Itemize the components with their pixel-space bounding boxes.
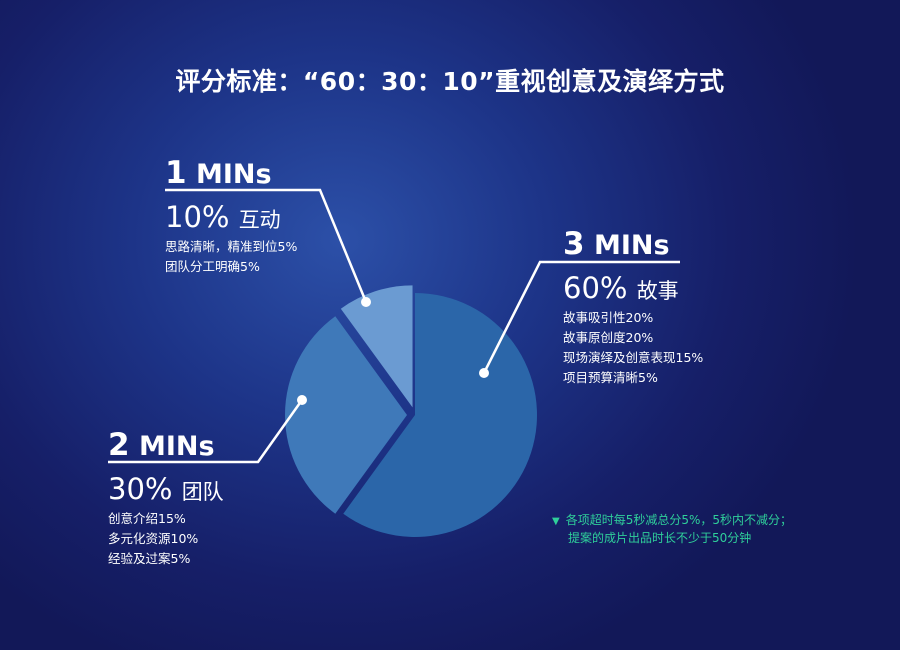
percent: 60% [563, 271, 628, 305]
label-2min: 2 MINs 30% 团队 创意介绍15% 多元化资源10% 经验及过案5% [108, 430, 224, 569]
pie-slice-团队 [285, 316, 407, 514]
category: 团队 [181, 480, 224, 504]
slide-title: 评分标准：“60：30：10”重视创意及演绎方式 [175, 67, 725, 96]
percent: 10% [165, 200, 230, 234]
leader-line-1min [165, 188, 368, 303]
minutes-number: 3 [563, 226, 585, 262]
leader-dot-3min [479, 368, 489, 378]
leader-dot-2min [297, 395, 307, 405]
leader-line-3min [482, 260, 680, 374]
note-line: 提案的成片出品时长不少于50分钟 [568, 531, 752, 545]
criteria-item: 现场演绎及创意表现15% [563, 350, 704, 365]
minutes-unit: MINs [593, 230, 670, 261]
category: 故事 [636, 279, 679, 303]
criteria-item: 项目预算清晰5% [563, 370, 658, 385]
triangle-down-icon: ▼ [552, 516, 560, 527]
pie-slice-互动 [340, 285, 413, 408]
minutes-number: 2 [108, 427, 130, 463]
leader-dot-1min [361, 297, 371, 307]
minutes-unit: MINs [195, 159, 272, 190]
pie-slice-故事 [343, 293, 538, 537]
criteria-item: 思路清晰，精准到位5% [165, 239, 298, 254]
label-1min: 1 MINs 10% 互动 思路清晰，精准到位5% 团队分工明确5% [165, 158, 297, 277]
minutes-number: 1 [165, 155, 187, 191]
note-line: 各项超时每5秒减总分5%，5秒内不减分； [565, 513, 793, 527]
minutes-unit: MINs [138, 431, 215, 462]
leader-line-2min [108, 399, 304, 464]
criteria-item: 多元化资源10% [108, 531, 199, 546]
rule-note: ▼ 各项超时每5秒减总分5%，5秒内不减分； 提案的成片出品时长不少于50分钟 [552, 512, 792, 547]
category: 互动 [238, 208, 281, 232]
criteria-item: 经验及过案5% [108, 551, 191, 566]
criteria-item: 创意介绍15% [108, 511, 186, 526]
criteria-item: 团队分工明确5% [165, 259, 260, 274]
percent: 30% [108, 472, 173, 506]
criteria-item: 故事原创度20% [563, 330, 654, 345]
criteria-item: 故事吸引性20% [563, 310, 654, 325]
label-3min: 3 MINs 60% 故事 故事吸引性20% 故事原创度20% 现场演绎及创意表… [563, 229, 703, 388]
